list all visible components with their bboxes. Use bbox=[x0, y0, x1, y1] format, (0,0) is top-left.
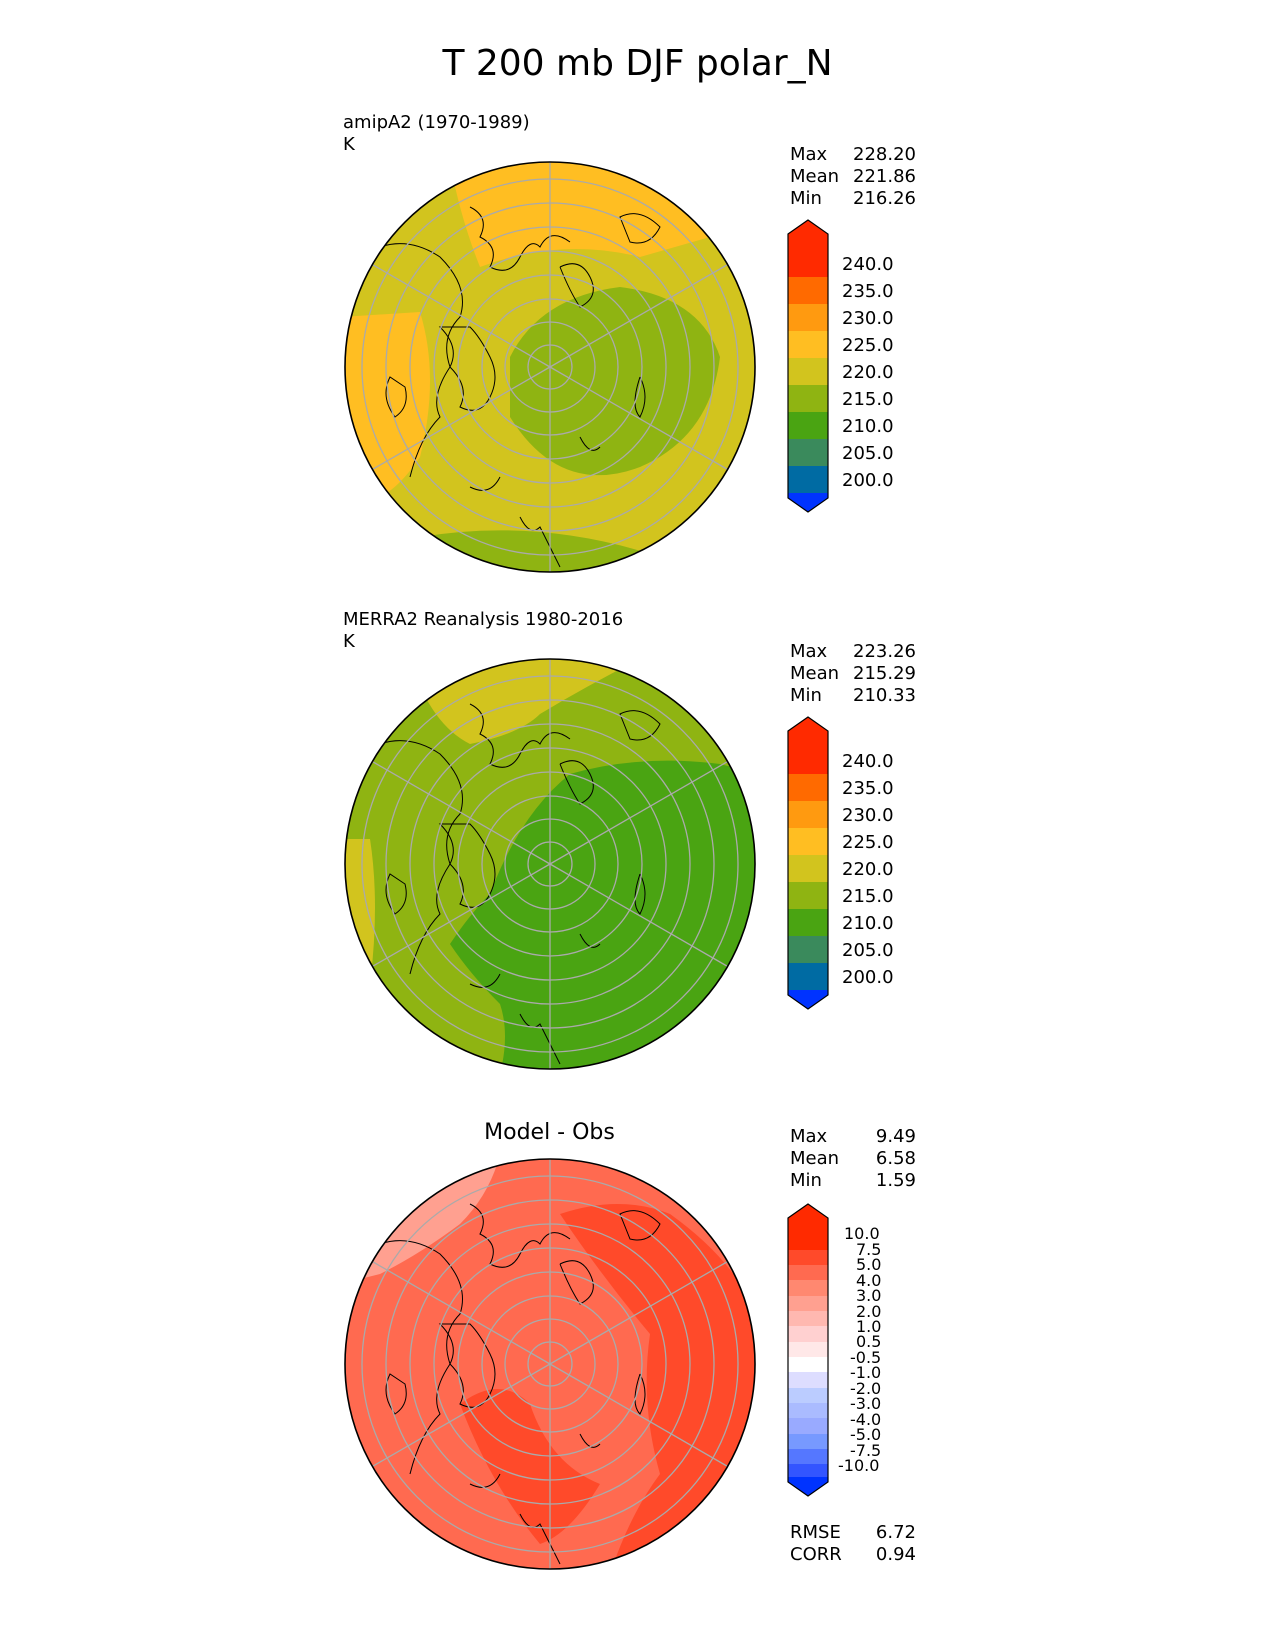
diff-cbar-label: -3.0 bbox=[850, 1394, 882, 1413]
panel-obs-units: K bbox=[343, 631, 355, 652]
obs-cbar-label: 205.0 bbox=[842, 940, 894, 961]
obs-min-value: 210.33 bbox=[853, 685, 916, 706]
corr-label: CORR bbox=[790, 1544, 842, 1565]
diff-cbar-label: 10.0 bbox=[844, 1224, 880, 1243]
model-colorbar-over bbox=[788, 220, 828, 250]
diff-cbar-label: -1.0 bbox=[850, 1363, 882, 1382]
obs-cbar-label: 230.0 bbox=[842, 805, 894, 826]
model-cbar-label: 225.0 bbox=[842, 335, 894, 356]
obs-cbar-label: 200.0 bbox=[842, 967, 894, 988]
obs-max-label: Max bbox=[790, 641, 828, 662]
diff-cbar-label: 5.0 bbox=[856, 1255, 882, 1274]
diff-mean-value: 6.58 bbox=[875, 1148, 916, 1169]
diff-cbar-label: -7.5 bbox=[850, 1441, 882, 1460]
model-cbar-label: 220.0 bbox=[842, 362, 894, 383]
diff-cbar-label: -5.0 bbox=[850, 1425, 882, 1444]
model-cbar-label: 240.0 bbox=[842, 254, 894, 275]
obs-mean-label: Mean bbox=[790, 663, 840, 684]
diff-polar-map bbox=[344, 1158, 756, 1570]
model-cbar-label: 200.0 bbox=[842, 470, 894, 491]
diff-mean-label: Mean bbox=[790, 1148, 840, 1169]
model-map-boundary bbox=[344, 161, 756, 573]
model-mean-value: 221.86 bbox=[853, 166, 916, 187]
obs-min-label: Min bbox=[790, 685, 822, 706]
obs-colorbar-under bbox=[788, 990, 828, 1009]
model-cbar-label: 215.0 bbox=[842, 389, 894, 410]
obs-cold-region bbox=[450, 760, 755, 1069]
model-warm-region-north bbox=[450, 162, 710, 267]
model-cbar-label: 235.0 bbox=[842, 281, 894, 302]
model-cbar-label: 210.0 bbox=[842, 416, 894, 437]
model-colorbar bbox=[787, 219, 829, 513]
model-mean-label: Mean bbox=[790, 166, 840, 187]
obs-colorbar-over bbox=[788, 717, 828, 747]
model-cbar-label: 205.0 bbox=[842, 443, 894, 464]
diff-colorbar-over bbox=[788, 1204, 828, 1234]
diff-cbar-label: 7.5 bbox=[856, 1240, 882, 1259]
panel-obs: MERRA2 Reanalysis 1980-2016 K bbox=[0, 607, 1275, 1077]
obs-mean-value: 215.29 bbox=[853, 663, 916, 684]
diff-cbar-label: 4.0 bbox=[856, 1271, 882, 1290]
diff-min-label: Min bbox=[790, 1170, 822, 1191]
diff-cbar-label: -2.0 bbox=[850, 1379, 882, 1398]
model-stats: Max 228.20 Mean 221.86 Min 216.26 bbox=[790, 144, 916, 210]
obs-polar-map bbox=[344, 658, 756, 1070]
rmse-label: RMSE bbox=[790, 1522, 841, 1543]
model-cbar-label: 230.0 bbox=[842, 308, 894, 329]
panel-diff: Model - Obs bbox=[0, 1112, 1275, 1612]
diff-min-value: 1.59 bbox=[875, 1170, 916, 1191]
obs-max-value: 223.26 bbox=[853, 641, 916, 662]
diff-colorbar bbox=[787, 1203, 829, 1497]
model-polar-map bbox=[344, 161, 756, 573]
corr-value: 0.94 bbox=[875, 1544, 916, 1565]
panel-model-units: K bbox=[343, 134, 355, 155]
model-graticule bbox=[361, 162, 739, 572]
diff-cbar-label: -4.0 bbox=[850, 1410, 882, 1429]
model-colorbar-under bbox=[788, 493, 828, 512]
diff-footer-stats: RMSE 6.72 CORR 0.94 bbox=[790, 1522, 916, 1566]
diff-map-boundary bbox=[344, 1158, 756, 1570]
rmse-value: 6.72 bbox=[875, 1522, 916, 1543]
figure-title: T 200 mb DJF polar_N bbox=[442, 43, 833, 84]
obs-cbar-label: 225.0 bbox=[842, 832, 894, 853]
obs-cbar-label: 210.0 bbox=[842, 913, 894, 934]
model-max-label: Max bbox=[790, 144, 828, 165]
obs-graticule bbox=[361, 659, 739, 1069]
diff-cbar-label: -0.5 bbox=[850, 1348, 882, 1367]
diff-max-label: Max bbox=[790, 1126, 828, 1147]
model-min-label: Min bbox=[790, 188, 822, 209]
panel-obs-title: MERRA2 Reanalysis 1980-2016 bbox=[343, 609, 624, 630]
model-min-value: 216.26 bbox=[853, 188, 916, 209]
diff-strong-region-east bbox=[560, 1204, 755, 1569]
panel-diff-title: Model - Obs bbox=[484, 1120, 615, 1145]
diff-colorbar-under bbox=[788, 1477, 828, 1496]
diff-strong-region-south bbox=[460, 1389, 600, 1544]
panel-model-title: amipA2 (1970-1989) bbox=[343, 112, 530, 133]
obs-map-boundary bbox=[344, 658, 756, 1070]
diff-weakest-region bbox=[345, 1159, 430, 1214]
obs-cbar-label: 215.0 bbox=[842, 886, 894, 907]
model-max-value: 228.20 bbox=[853, 144, 916, 165]
diff-cbar-label: 3.0 bbox=[856, 1286, 882, 1305]
panel-model: amipA2 (1970-1989) K bbox=[0, 110, 1275, 580]
diff-cbar-label: -10.0 bbox=[838, 1456, 880, 1475]
obs-stats: Max 223.26 Mean 215.29 Min 210.33 bbox=[790, 641, 916, 707]
obs-cbar-label: 220.0 bbox=[842, 859, 894, 880]
diff-cbar-label: 2.0 bbox=[856, 1302, 882, 1321]
diff-stats: Max 9.49 Mean 6.58 Min 1.59 bbox=[790, 1126, 916, 1192]
diff-cbar-label: 0.5 bbox=[856, 1332, 882, 1351]
model-cold-region-center bbox=[510, 287, 720, 476]
diff-cbar-label: 1.0 bbox=[856, 1317, 882, 1336]
obs-cbar-label: 235.0 bbox=[842, 778, 894, 799]
diff-graticule bbox=[361, 1159, 739, 1569]
obs-cbar-label: 240.0 bbox=[842, 751, 894, 772]
obs-colorbar bbox=[787, 716, 829, 1010]
diff-max-value: 9.49 bbox=[875, 1126, 916, 1147]
model-coastlines bbox=[379, 206, 661, 568]
